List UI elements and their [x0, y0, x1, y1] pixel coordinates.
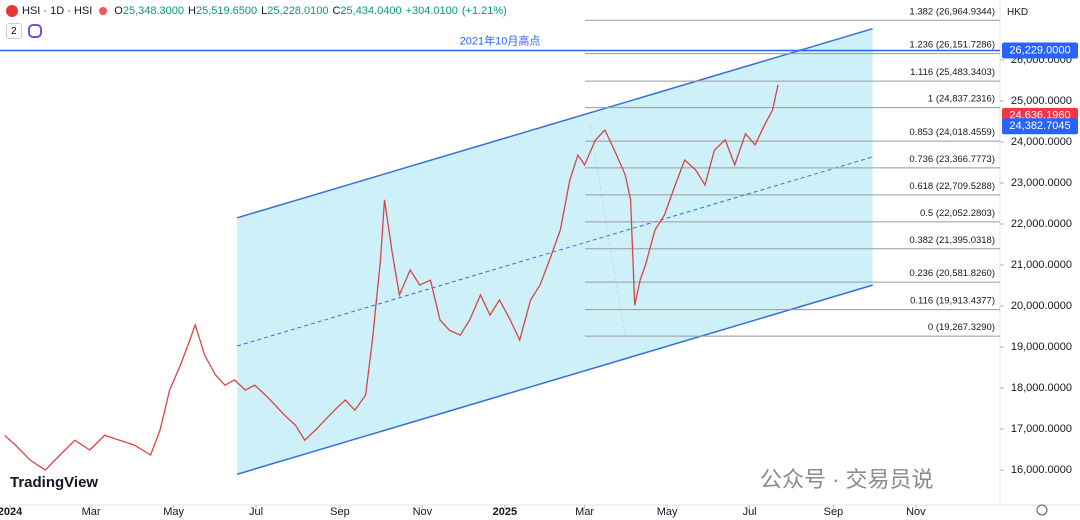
- fib-price: (22,709.5288): [936, 180, 995, 191]
- x-tick-label: Sep: [824, 506, 844, 518]
- fib-ratio: 0: [928, 322, 933, 333]
- fib-ratio: 0.116: [910, 295, 933, 306]
- ohlc-value: 25,348.3000: [122, 5, 185, 17]
- fib-ratio: 0.618: [909, 180, 933, 191]
- fib-ratio: 0.853: [909, 127, 933, 138]
- channel-upper: [236, 27, 873, 219]
- fib-price: (21,395.0318): [936, 234, 995, 245]
- y-tick-label: 17,000.0000: [1011, 423, 1072, 435]
- y-tick-label: 22,000.0000: [1011, 218, 1072, 230]
- fib-label: 0.382 (21,395.0318): [909, 234, 995, 245]
- fib-ratio: 1: [928, 93, 933, 104]
- y-tick-label: 16,000.0000: [1011, 464, 1072, 476]
- symbol-icon: [6, 5, 18, 17]
- fib-price: (22,052.2803): [936, 207, 995, 218]
- change-pct: (+1.21%): [461, 5, 507, 17]
- ohlc-key: O: [114, 5, 123, 17]
- fib-ratio: 1.382: [909, 6, 933, 17]
- fib-ratio: 0.736: [909, 153, 933, 164]
- x-tick-label: Mar: [575, 506, 594, 518]
- fib-ratio: 0.5: [920, 207, 933, 218]
- ohlc-key: L: [261, 5, 268, 17]
- fib-ratio: 1.116: [910, 67, 933, 78]
- watermark: 公众号 · 交易员说: [760, 467, 934, 492]
- indicator-count[interactable]: 2: [6, 23, 22, 39]
- fib-price: (19,267.3290): [936, 322, 995, 333]
- ohlc-key: H: [188, 5, 196, 17]
- price-badge: [1002, 118, 1078, 135]
- fib-label: 1.116 (25,483.3403): [910, 67, 995, 78]
- fib-label: 1.236 (26,151.7286): [909, 39, 995, 50]
- fib-label: 1.382 (26,964.9344): [909, 6, 995, 17]
- x-tick-label: Mar: [82, 506, 101, 518]
- ohlc-value: 25,519.6500: [195, 5, 258, 17]
- x-tick-label: 2024: [0, 506, 23, 518]
- ohlc-item: H25,519.6500: [188, 5, 257, 17]
- y-tick-label: 20,000.0000: [1011, 300, 1072, 312]
- y-tick-label: 18,000.0000: [1011, 382, 1072, 394]
- fib-label: 0.736 (23,366.7773): [909, 153, 995, 164]
- currency[interactable]: HKD: [1007, 7, 1029, 18]
- change: +304.0100: [405, 5, 458, 17]
- fib-price: (19,913.4377): [936, 295, 995, 306]
- channel-lower: [236, 284, 873, 475]
- x-tick-label: Jul: [743, 506, 757, 518]
- fib-price: (24,018.4559): [936, 127, 995, 138]
- indicator-icon[interactable]: [27, 24, 42, 38]
- x-tick-label: Nov: [906, 506, 926, 518]
- fib-ratio: 0.236: [909, 268, 933, 279]
- x-tick-label: Jul: [249, 506, 263, 518]
- price-line-series: [4, 84, 779, 471]
- ohlc-item: O25,348.3000: [114, 5, 184, 17]
- settings-icon[interactable]: [1036, 504, 1048, 516]
- y-tick-label: 25,000.0000: [1011, 95, 1072, 107]
- plot: 1.382 (26,964.9344)1.236 (26,151.7286)1.…: [0, 6, 1000, 475]
- price-badge-label: 26,229.0000: [1009, 44, 1070, 56]
- ohlc-value: 25,434.0400: [340, 5, 402, 17]
- fib-label: 0.618 (22,709.5288): [909, 180, 995, 191]
- y-tick-label: 21,000.0000: [1011, 259, 1072, 271]
- y-tick-label: 23,000.0000: [1011, 177, 1072, 189]
- annotation: 2021年10月高点: [460, 33, 541, 47]
- fib-ratio: 0.382: [909, 234, 933, 245]
- fib-label: 1 (24,837.2316): [928, 93, 995, 104]
- y-tick-label: 19,000.0000: [1011, 341, 1072, 353]
- x-tick-label: May: [657, 506, 678, 518]
- ohlc-item: C25,434.0400: [332, 5, 401, 17]
- fib-label: 0.116 (19,913.4377): [910, 295, 995, 306]
- fib-label: 0.853 (24,018.4559): [909, 127, 995, 138]
- x-tick-label: May: [163, 506, 184, 518]
- fib-label: 0 (19,267.3290): [928, 322, 995, 333]
- fib-price: (26,151.7286): [936, 39, 995, 50]
- x-tick-label: Nov: [413, 506, 433, 518]
- fib-label: 0.236 (20,581.8260): [909, 268, 995, 279]
- fib-price: (23,366.7773): [936, 153, 995, 164]
- ohlc-item: L25,228.0100: [261, 5, 328, 17]
- fib-price: (20,581.8260): [936, 268, 995, 279]
- y-tick-label: 24,000.0000: [1011, 136, 1072, 148]
- fib-price: (26,964.9344): [936, 6, 995, 17]
- logo[interactable]: TradingView: [10, 474, 99, 491]
- fib-price: (24,837.2316): [936, 93, 995, 104]
- x-tick-label: Sep: [330, 506, 350, 518]
- ohlc-value: 25,228.0100: [267, 5, 329, 17]
- price-badge-label: 24,382.7045: [1009, 120, 1070, 132]
- indicator-count-text: 2: [11, 25, 17, 37]
- price-badge: [1002, 42, 1078, 59]
- fib-ratio: 1.236: [909, 39, 933, 50]
- channel-mid: [237, 156, 873, 347]
- ohlc: O25,348.3000 H25,519.6500 L25,228.0100 C25,…: [114, 5, 401, 17]
- x-tick-label: 2025: [493, 506, 517, 518]
- fib-label: 0.5 (22,052.2803): [920, 207, 995, 218]
- legend-header: HSI · 1D · HSI O25,348.3000 H25,519.6500 L…: [6, 5, 507, 17]
- fib-price: (25,483.3403): [936, 67, 995, 78]
- ohlc-key: C: [332, 5, 341, 17]
- indicator-row: 2: [6, 23, 42, 39]
- symbol[interactable]: HSI · 1D · HSI: [22, 5, 93, 17]
- status-dot: [99, 7, 108, 15]
